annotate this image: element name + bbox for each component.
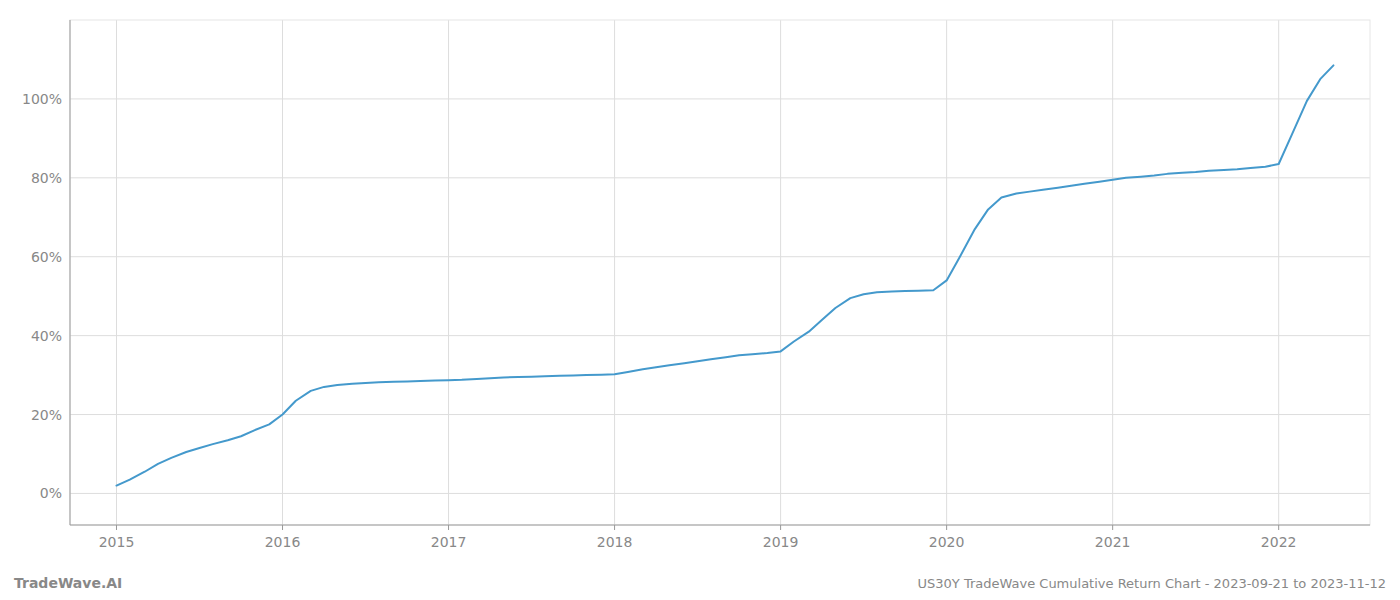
grid <box>70 20 1370 525</box>
x-tick <box>946 525 947 530</box>
x-grid-line <box>116 20 117 525</box>
x-axis: 2015 2016 2017 2018 2019 2020 2021 2022 <box>99 525 1297 550</box>
y-grid-line <box>70 177 1370 178</box>
plot-area <box>116 65 1333 485</box>
x-tick <box>1278 525 1279 530</box>
x-grid-line <box>780 20 781 525</box>
y-grid-line <box>70 414 1370 415</box>
x-tick <box>282 525 283 530</box>
y-grid-line <box>70 98 1370 99</box>
y-tick-label: 80% <box>31 170 62 186</box>
y-grid-line <box>70 493 1370 494</box>
x-grid-line <box>1278 20 1279 525</box>
x-grid-line <box>282 20 283 525</box>
x-grid-line <box>448 20 449 525</box>
x-tick-label: 2015 <box>99 534 135 550</box>
x-tick-label: 2020 <box>929 534 965 550</box>
plot-frame <box>70 20 1370 525</box>
x-tick-label: 2016 <box>265 534 301 550</box>
y-tick-label: 100% <box>22 91 62 107</box>
x-tick-label: 2017 <box>431 534 467 550</box>
y-tick-label: 60% <box>31 249 62 265</box>
y-tick-label: 20% <box>31 407 62 423</box>
x-grid-line <box>946 20 947 525</box>
line <box>116 65 1333 485</box>
x-tick <box>448 525 449 530</box>
background <box>0 0 1400 600</box>
y-tick-label: 0% <box>40 485 62 501</box>
x-tick-label: 2022 <box>1261 534 1297 550</box>
watermark: TradeWave.AI <box>14 575 122 591</box>
x-grid-line <box>614 20 615 525</box>
y-grid-line <box>70 256 1370 257</box>
y-axis: 0% 20% 40% 60% 80% 100% <box>22 91 62 502</box>
x-grid-line <box>1112 20 1113 525</box>
x-tick <box>116 525 117 530</box>
x-tick-label: 2021 <box>1095 534 1131 550</box>
x-tick <box>780 525 781 530</box>
x-tick <box>614 525 615 530</box>
x-tick-label: 2019 <box>763 534 799 550</box>
y-grid-line <box>70 335 1370 336</box>
x-axis-line <box>70 525 1370 526</box>
x-tick-label: 2018 <box>597 534 633 550</box>
y-axis-line <box>70 20 71 525</box>
x-tick <box>1112 525 1113 530</box>
chart: 2015 2016 2017 2018 2019 2020 2021 2022 0% 20% 40%… <box>0 0 1400 600</box>
title: US30Y TradeWave Cumulative Return Chart … <box>918 576 1386 591</box>
y-tick-label: 40% <box>31 328 62 344</box>
